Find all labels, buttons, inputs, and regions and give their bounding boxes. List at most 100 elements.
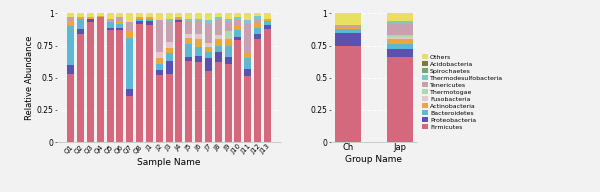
Bar bbox=[107, 22, 113, 28]
Bar bbox=[235, 30, 241, 37]
Bar bbox=[244, 69, 251, 76]
Bar bbox=[387, 24, 413, 35]
Bar bbox=[146, 17, 153, 19]
Bar bbox=[195, 34, 202, 39]
Bar bbox=[166, 13, 173, 19]
Bar bbox=[155, 58, 163, 64]
Bar bbox=[185, 13, 192, 19]
Bar bbox=[67, 17, 74, 21]
Bar bbox=[175, 19, 182, 20]
Bar bbox=[205, 58, 212, 71]
Bar bbox=[244, 24, 251, 53]
Bar bbox=[107, 13, 113, 19]
Bar bbox=[224, 19, 232, 22]
Bar bbox=[136, 13, 143, 17]
Bar bbox=[224, 22, 232, 31]
Y-axis label: Relative Abundance: Relative Abundance bbox=[25, 36, 34, 120]
Bar bbox=[116, 13, 124, 17]
Bar bbox=[254, 19, 261, 24]
Bar bbox=[235, 37, 241, 41]
Bar bbox=[224, 57, 232, 64]
Bar bbox=[235, 26, 241, 30]
Bar bbox=[107, 19, 113, 21]
Bar bbox=[155, 20, 163, 52]
Bar bbox=[224, 39, 232, 46]
Bar bbox=[387, 57, 413, 142]
Bar bbox=[175, 22, 182, 142]
Bar bbox=[215, 35, 222, 39]
Bar bbox=[215, 52, 222, 62]
Bar bbox=[387, 37, 413, 39]
Bar bbox=[185, 57, 192, 61]
Bar bbox=[264, 29, 271, 142]
Bar bbox=[116, 17, 124, 22]
Bar bbox=[264, 25, 271, 29]
Bar bbox=[126, 96, 133, 142]
Bar bbox=[335, 28, 361, 29]
Bar bbox=[116, 30, 124, 142]
Bar bbox=[136, 24, 143, 142]
Bar bbox=[87, 17, 94, 19]
Bar bbox=[264, 21, 271, 25]
Bar bbox=[387, 13, 413, 21]
Bar bbox=[205, 43, 212, 47]
Bar bbox=[116, 28, 124, 30]
Bar bbox=[254, 24, 261, 28]
Bar bbox=[155, 13, 163, 20]
Bar bbox=[205, 71, 212, 142]
Bar bbox=[215, 20, 222, 35]
Bar bbox=[195, 62, 202, 142]
Bar bbox=[195, 47, 202, 56]
Bar bbox=[244, 58, 251, 69]
Bar bbox=[387, 21, 413, 24]
Bar bbox=[77, 17, 84, 19]
Bar bbox=[97, 13, 104, 16]
Bar bbox=[166, 53, 173, 61]
Bar bbox=[155, 64, 163, 70]
Bar bbox=[224, 31, 232, 39]
Bar bbox=[244, 76, 251, 142]
Bar bbox=[155, 70, 163, 75]
Bar bbox=[97, 17, 104, 142]
Bar bbox=[67, 65, 74, 74]
Bar bbox=[244, 53, 251, 58]
Bar bbox=[97, 16, 104, 17]
Bar bbox=[166, 19, 173, 22]
Bar bbox=[155, 52, 163, 58]
Bar bbox=[335, 46, 361, 142]
Bar bbox=[107, 30, 113, 142]
Bar bbox=[67, 74, 74, 142]
Bar bbox=[254, 28, 261, 34]
Bar bbox=[146, 21, 153, 25]
X-axis label: Sample Name: Sample Name bbox=[137, 158, 201, 167]
Bar bbox=[254, 39, 261, 142]
Bar bbox=[185, 21, 192, 34]
Bar bbox=[126, 22, 133, 31]
Bar bbox=[185, 38, 192, 44]
Bar bbox=[205, 47, 212, 52]
Bar bbox=[77, 29, 84, 34]
Bar bbox=[335, 25, 361, 28]
Bar bbox=[224, 13, 232, 19]
Bar bbox=[215, 17, 222, 20]
Bar bbox=[205, 24, 212, 43]
Bar bbox=[67, 26, 74, 65]
Bar bbox=[77, 13, 84, 17]
Bar bbox=[126, 89, 133, 96]
Bar bbox=[195, 19, 202, 21]
Bar bbox=[224, 46, 232, 57]
Bar bbox=[215, 13, 222, 17]
Bar bbox=[215, 62, 222, 142]
Bar bbox=[387, 44, 413, 50]
Bar bbox=[87, 19, 94, 22]
Bar bbox=[166, 74, 173, 142]
Bar bbox=[215, 46, 222, 52]
Bar bbox=[107, 28, 113, 30]
Bar bbox=[126, 38, 133, 89]
Bar bbox=[166, 48, 173, 53]
Bar bbox=[254, 16, 261, 19]
Bar bbox=[235, 20, 241, 26]
Bar bbox=[244, 13, 251, 20]
Bar bbox=[77, 34, 84, 142]
Bar bbox=[195, 56, 202, 62]
